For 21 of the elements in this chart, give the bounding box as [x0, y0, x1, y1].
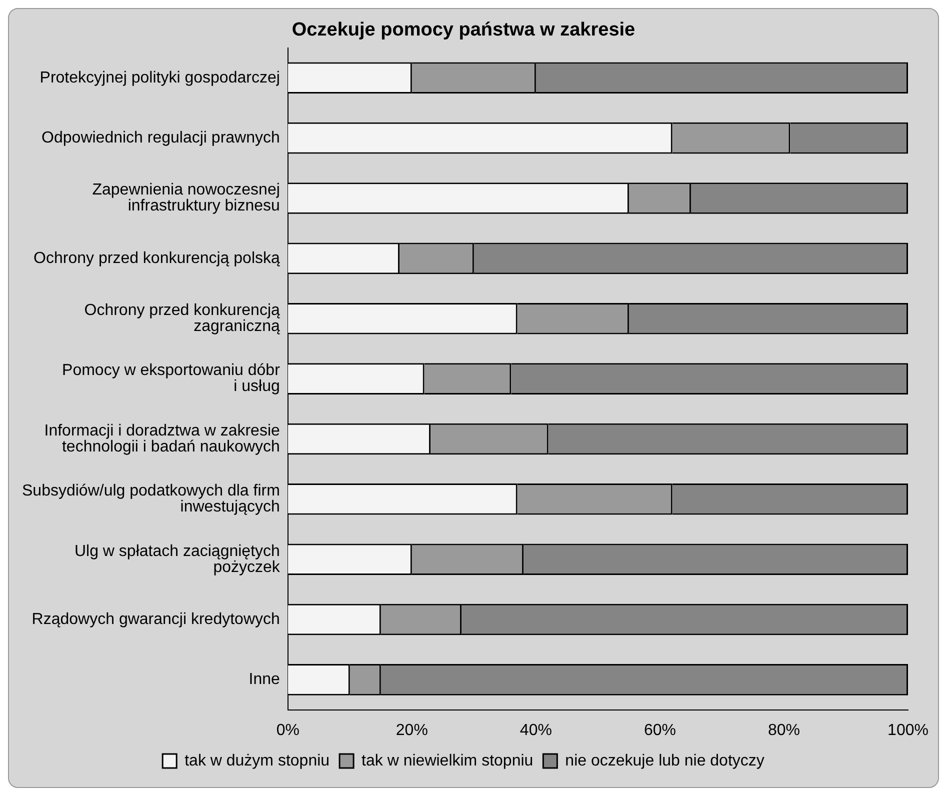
y-tick-label: Zapewnienia nowoczesnej infrastruktury biznesu: [92, 182, 280, 215]
x-tick-label: 60%: [644, 722, 676, 739]
x-tick-label: 100%: [888, 722, 928, 739]
y-tick-label: Informacji i doradztwa w zakresie technologii i badań naukowych: [44, 422, 280, 456]
y-tick-label: Odpowiednich regulacji prawnych: [42, 129, 280, 146]
y-tick-label: Subsydiów/ulg podatkowych dla firm inwestujących: [22, 482, 280, 516]
x-tick-label: 40%: [520, 722, 552, 739]
chart-title: Oczekuje pomocy państwa w zakresie: [292, 20, 636, 41]
y-tick-label: Ochrony przed konkurencją zagraniczną: [84, 302, 280, 336]
x-tick-label: 0%: [276, 722, 300, 739]
legend-label: tak w niewielkim stopniu: [362, 752, 534, 770]
x-tick-label: 80%: [768, 722, 800, 739]
x-tick-label: 20%: [396, 722, 428, 739]
y-tick-label: Pomocy w eksportowaniu dóbr i usług: [62, 362, 281, 396]
y-tick-label: Ochrony przed konkurencją polską: [34, 250, 280, 267]
y-tick-label: Ulg w spłatach zaciągniętych pożyczek: [74, 542, 281, 576]
y-tick-label: Protekcyjnej polityki gospodarczej: [40, 69, 280, 86]
y-tick-label: Rządowych gwarancji kredytowych: [32, 610, 280, 628]
legend-label: tak w dużym stopniu: [184, 752, 330, 770]
y-tick-label: Inne: [248, 671, 280, 688]
legend-label: nie oczekuje lub nie dotyczy: [565, 752, 764, 770]
